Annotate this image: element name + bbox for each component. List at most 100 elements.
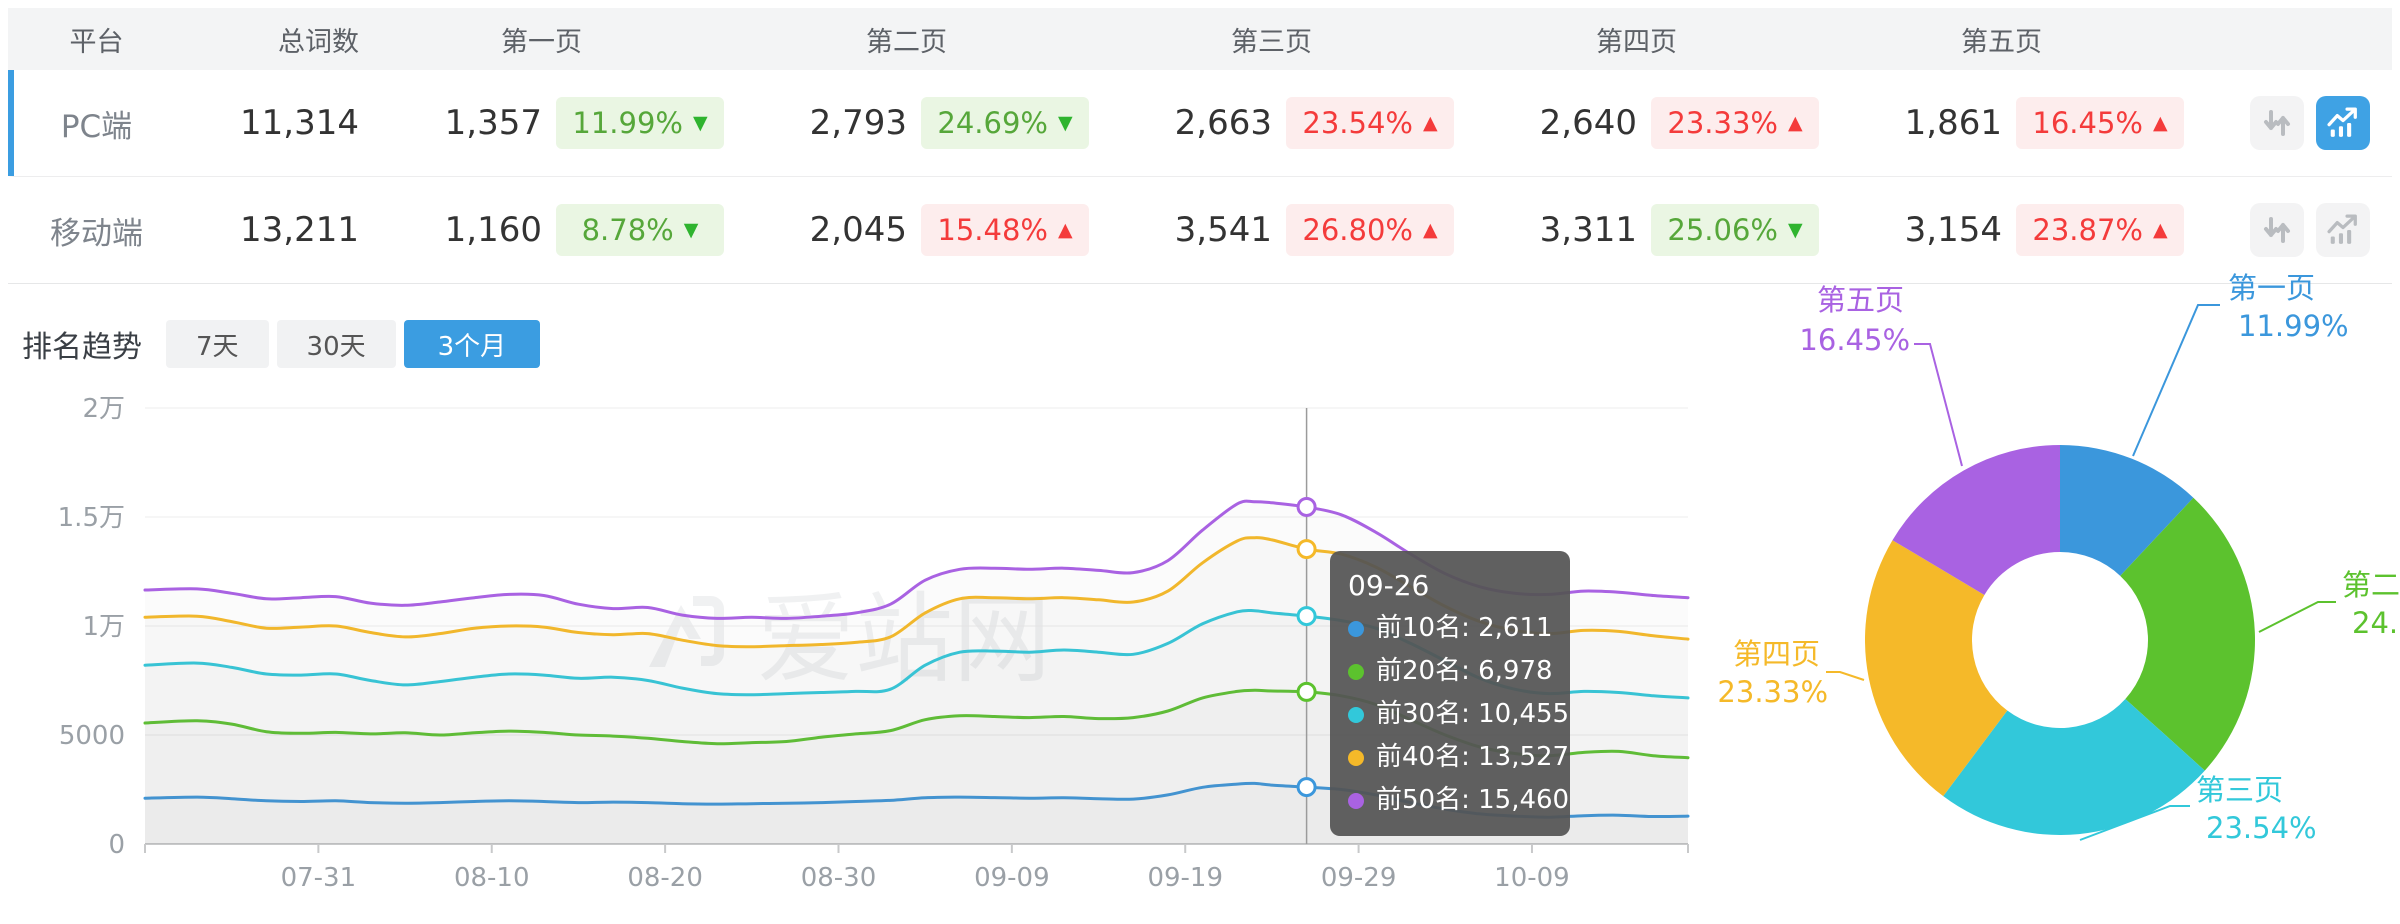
trend-section-title: 排名趋势 bbox=[22, 330, 142, 365]
y-axis-label: 5000 bbox=[59, 721, 125, 751]
platform-label: PC端 bbox=[60, 108, 133, 145]
donut-label-name: 第二页 bbox=[2342, 568, 2400, 602]
series-dot-icon bbox=[1348, 749, 1364, 766]
change-arrow-icon: ▲ bbox=[2152, 112, 2168, 134]
series-dot-icon bbox=[1348, 792, 1364, 809]
x-axis-label: 09-19 bbox=[1147, 863, 1223, 893]
page3-change-badge: 23.54% ▲ bbox=[1286, 97, 1454, 149]
page1-count: 1,357 bbox=[444, 103, 542, 143]
donut-label-percent: 23.33% bbox=[1717, 675, 1828, 709]
page2-count: 2,793 bbox=[809, 103, 907, 143]
col-header-page5: 第五页 bbox=[1961, 26, 2042, 58]
page3-count: 2,663 bbox=[1174, 103, 1272, 143]
tooltip-item: 前50名: 15,460 bbox=[1348, 779, 1569, 822]
page1-change-badge: 11.99% ▼ bbox=[556, 97, 724, 149]
tab-3-months[interactable]: 3个月 bbox=[403, 320, 541, 368]
y-axis-label: 2万 bbox=[82, 394, 125, 424]
donut-label-name: 第五页 bbox=[1817, 283, 1904, 317]
page1-change-badge: 8.78% ▼ bbox=[556, 204, 724, 256]
hover-marker-前50名 bbox=[1296, 496, 1317, 517]
total-words-value: 11,314 bbox=[240, 103, 359, 143]
donut-slice-第三页[interactable] bbox=[1943, 698, 2205, 835]
page4-change-badge: 25.06% ▼ bbox=[1651, 204, 1819, 256]
donut-slice-第四页[interactable] bbox=[1865, 540, 2008, 797]
donut-label-percent: 24.69% bbox=[2352, 606, 2400, 640]
col-header-total-words: 总词数 bbox=[278, 26, 359, 58]
x-axis-label: 10-09 bbox=[1494, 863, 1570, 893]
tooltip-item: 前30名: 10,455 bbox=[1348, 693, 1569, 736]
change-arrow-icon: ▼ bbox=[1057, 112, 1073, 134]
donut-label-name: 第三页 bbox=[2196, 773, 2283, 807]
tab-30-days[interactable]: 30天 bbox=[276, 320, 396, 368]
change-arrow-icon: ▼ bbox=[683, 219, 699, 241]
total-words-value: 13,211 bbox=[240, 210, 359, 250]
x-axis-label: 08-10 bbox=[454, 863, 530, 893]
y-axis-label: 1万 bbox=[82, 612, 125, 642]
col-header-platform: 平台 bbox=[69, 26, 124, 58]
y-axis-label: 1.5万 bbox=[58, 503, 125, 533]
donut-label-percent: 23.54% bbox=[2206, 811, 2317, 845]
table-row-mobile[interactable]: 移动端 13,211 1,160 8.78% ▼ 2,045 15.48% ▲ 3,… bbox=[8, 176, 2392, 283]
table-row-pc[interactable]: PC端 11,314 1,357 11.99% ▼ 2,793 24.69% ▼ 2… bbox=[8, 70, 2392, 176]
page1-count: 1,160 bbox=[444, 210, 542, 250]
up-down-arrows-icon bbox=[2264, 217, 2290, 243]
col-header-page3: 第三页 bbox=[1231, 26, 1312, 58]
change-arrow-icon: ▼ bbox=[692, 112, 708, 134]
trend-chart-icon bbox=[2327, 214, 2357, 244]
donut-slice-第五页[interactable] bbox=[1892, 445, 2060, 595]
donut-label-name: 第四页 bbox=[1733, 637, 1820, 671]
page5-count: 1,861 bbox=[1904, 103, 2002, 143]
hover-marker-前20名 bbox=[1296, 681, 1317, 702]
y-axis-label: 0 bbox=[108, 830, 125, 860]
charts-area: 爱站网 050001万1.5万2万07-3108-1008-2008-3009-… bbox=[0, 271, 2400, 924]
page3-count: 3,541 bbox=[1174, 210, 1272, 250]
compare-button[interactable] bbox=[2250, 203, 2304, 257]
page5-count: 3,154 bbox=[1904, 210, 2002, 250]
trend-controls: 排名趋势 7天 30天 3个月 bbox=[22, 320, 2400, 368]
donut-label-line bbox=[1826, 671, 1865, 681]
x-axis-label: 08-20 bbox=[627, 863, 703, 893]
donut-label-line bbox=[2258, 601, 2336, 633]
hover-marker-前10名 bbox=[1296, 777, 1317, 798]
donut-slice-第二页[interactable] bbox=[2120, 497, 2255, 771]
page3-change-badge: 26.80% ▲ bbox=[1286, 204, 1454, 256]
page4-change-badge: 23.33% ▲ bbox=[1651, 97, 1819, 149]
change-arrow-icon: ▼ bbox=[1787, 219, 1803, 241]
trend-chart-icon bbox=[2327, 107, 2357, 137]
series-dot-icon bbox=[1348, 663, 1364, 680]
change-arrow-icon: ▲ bbox=[1422, 219, 1438, 241]
compare-button[interactable] bbox=[2250, 96, 2304, 150]
tooltip-date: 09-26 bbox=[1348, 569, 1430, 602]
page5-change-badge: 16.45% ▲ bbox=[2016, 97, 2184, 149]
trend-button[interactable] bbox=[2316, 203, 2370, 257]
tab-7-days[interactable]: 7天 bbox=[166, 320, 269, 368]
x-axis-label: 09-29 bbox=[1321, 863, 1397, 893]
x-axis-label: 08-30 bbox=[801, 863, 877, 893]
x-axis-label: 07-31 bbox=[281, 863, 357, 893]
col-header-page4: 第四页 bbox=[1596, 26, 1677, 58]
page5-change-badge: 23.87% ▲ bbox=[2016, 204, 2184, 256]
page2-change-badge: 24.69% ▼ bbox=[921, 97, 1089, 149]
page2-count: 2,045 bbox=[809, 210, 907, 250]
series-dot-icon bbox=[1348, 706, 1364, 723]
page4-count: 2,640 bbox=[1539, 103, 1637, 143]
tooltip-item: 前20名: 6,978 bbox=[1348, 650, 1553, 693]
series-dot-icon bbox=[1348, 620, 1364, 637]
change-arrow-icon: ▲ bbox=[2152, 219, 2168, 241]
col-header-page1: 第一页 bbox=[501, 26, 582, 58]
x-axis-label: 09-09 bbox=[974, 863, 1050, 893]
col-header-page2: 第二页 bbox=[866, 26, 947, 58]
trend-button[interactable] bbox=[2316, 96, 2370, 150]
page2-change-badge: 15.48% ▲ bbox=[921, 204, 1089, 256]
page4-count: 3,311 bbox=[1539, 210, 1637, 250]
table-header-row: 平台 总词数 第一页 第二页 第三页 第四页 第五页 bbox=[8, 8, 2392, 70]
tooltip-item: 前10名: 2,611 bbox=[1348, 607, 1553, 650]
donut-slice-第一页[interactable] bbox=[2060, 445, 2194, 576]
donut-label-line bbox=[2079, 805, 2190, 841]
up-down-arrows-icon bbox=[2264, 110, 2290, 136]
change-arrow-icon: ▲ bbox=[1787, 112, 1803, 134]
tooltip-item: 前40名: 13,527 bbox=[1348, 736, 1569, 779]
change-arrow-icon: ▲ bbox=[1057, 219, 1073, 241]
hover-marker-前40名 bbox=[1296, 539, 1317, 560]
